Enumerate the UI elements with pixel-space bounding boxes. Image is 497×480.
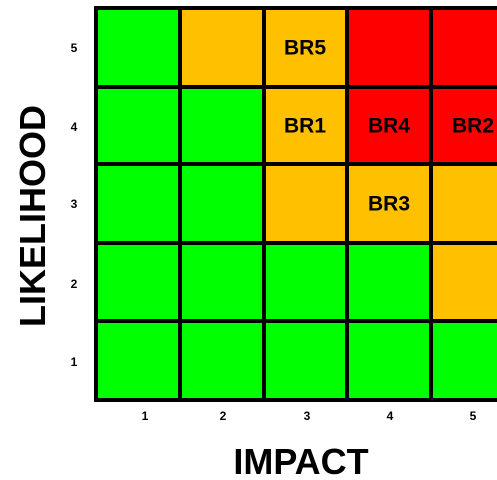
cell-impact-4-likelihood-1 <box>347 321 431 400</box>
matrix-grid <box>94 6 497 402</box>
risk-label-br3: BR3 <box>368 193 410 216</box>
y-tick-label-4: 4 <box>71 120 78 134</box>
cell-impact-3-likelihood-5 <box>264 8 347 87</box>
cell-impact-4-likelihood-5 <box>347 8 431 87</box>
risk-label-br4: BR4 <box>368 115 410 138</box>
cell-impact-4-likelihood-4 <box>347 87 431 164</box>
cell-impact-1-likelihood-5 <box>96 8 180 87</box>
cell-impact-2-likelihood-1 <box>180 321 264 400</box>
cell-impact-2-likelihood-2 <box>180 243 264 321</box>
cell-impact-3-likelihood-1 <box>264 321 347 400</box>
cell-impact-5-likelihood-3 <box>431 164 497 243</box>
y-tick-label-2: 2 <box>71 277 78 291</box>
cell-impact-2-likelihood-4 <box>180 87 264 164</box>
cell-impact-1-likelihood-2 <box>96 243 180 321</box>
x-tick-label-5: 5 <box>470 409 477 423</box>
cell-impact-5-likelihood-2 <box>431 243 497 321</box>
y-tick-label-3: 3 <box>71 197 78 211</box>
cell-impact-4-likelihood-3 <box>347 164 431 243</box>
cell-impact-2-likelihood-3 <box>180 164 264 243</box>
x-tick-labels: 1 2 3 4 5 <box>142 409 477 423</box>
cell-impact-5-likelihood-5 <box>431 8 497 87</box>
x-tick-label-2: 2 <box>220 409 227 423</box>
cell-impact-4-likelihood-2 <box>347 243 431 321</box>
cell-impact-1-likelihood-1 <box>96 321 180 400</box>
x-tick-label-1: 1 <box>142 409 149 423</box>
risk-label-br5: BR5 <box>284 37 326 60</box>
cell-impact-3-likelihood-2 <box>264 243 347 321</box>
x-tick-label-4: 4 <box>387 409 394 423</box>
y-axis-title: LIKELIHOOD <box>12 105 53 327</box>
y-tick-label-5: 5 <box>71 41 78 55</box>
risk-label-br1: BR1 <box>284 115 326 138</box>
cell-impact-5-likelihood-1 <box>431 321 497 400</box>
cell-impact-5-likelihood-4 <box>431 87 497 164</box>
y-tick-label-1: 1 <box>71 355 78 369</box>
cell-impact-3-likelihood-3 <box>264 164 347 243</box>
cell-impact-2-likelihood-5 <box>180 8 264 87</box>
cell-impact-1-likelihood-3 <box>96 164 180 243</box>
x-axis-title: IMPACT <box>233 441 368 480</box>
matrix-cells <box>96 8 497 400</box>
cell-impact-3-likelihood-4 <box>264 87 347 164</box>
cell-impact-1-likelihood-4 <box>96 87 180 164</box>
risk-labels: BR5 BR1 BR4 BR2 BR3 <box>284 37 494 216</box>
risk-label-br2: BR2 <box>452 115 494 138</box>
x-tick-label-3: 3 <box>304 409 311 423</box>
y-tick-labels: 1 2 3 4 5 <box>71 41 78 369</box>
